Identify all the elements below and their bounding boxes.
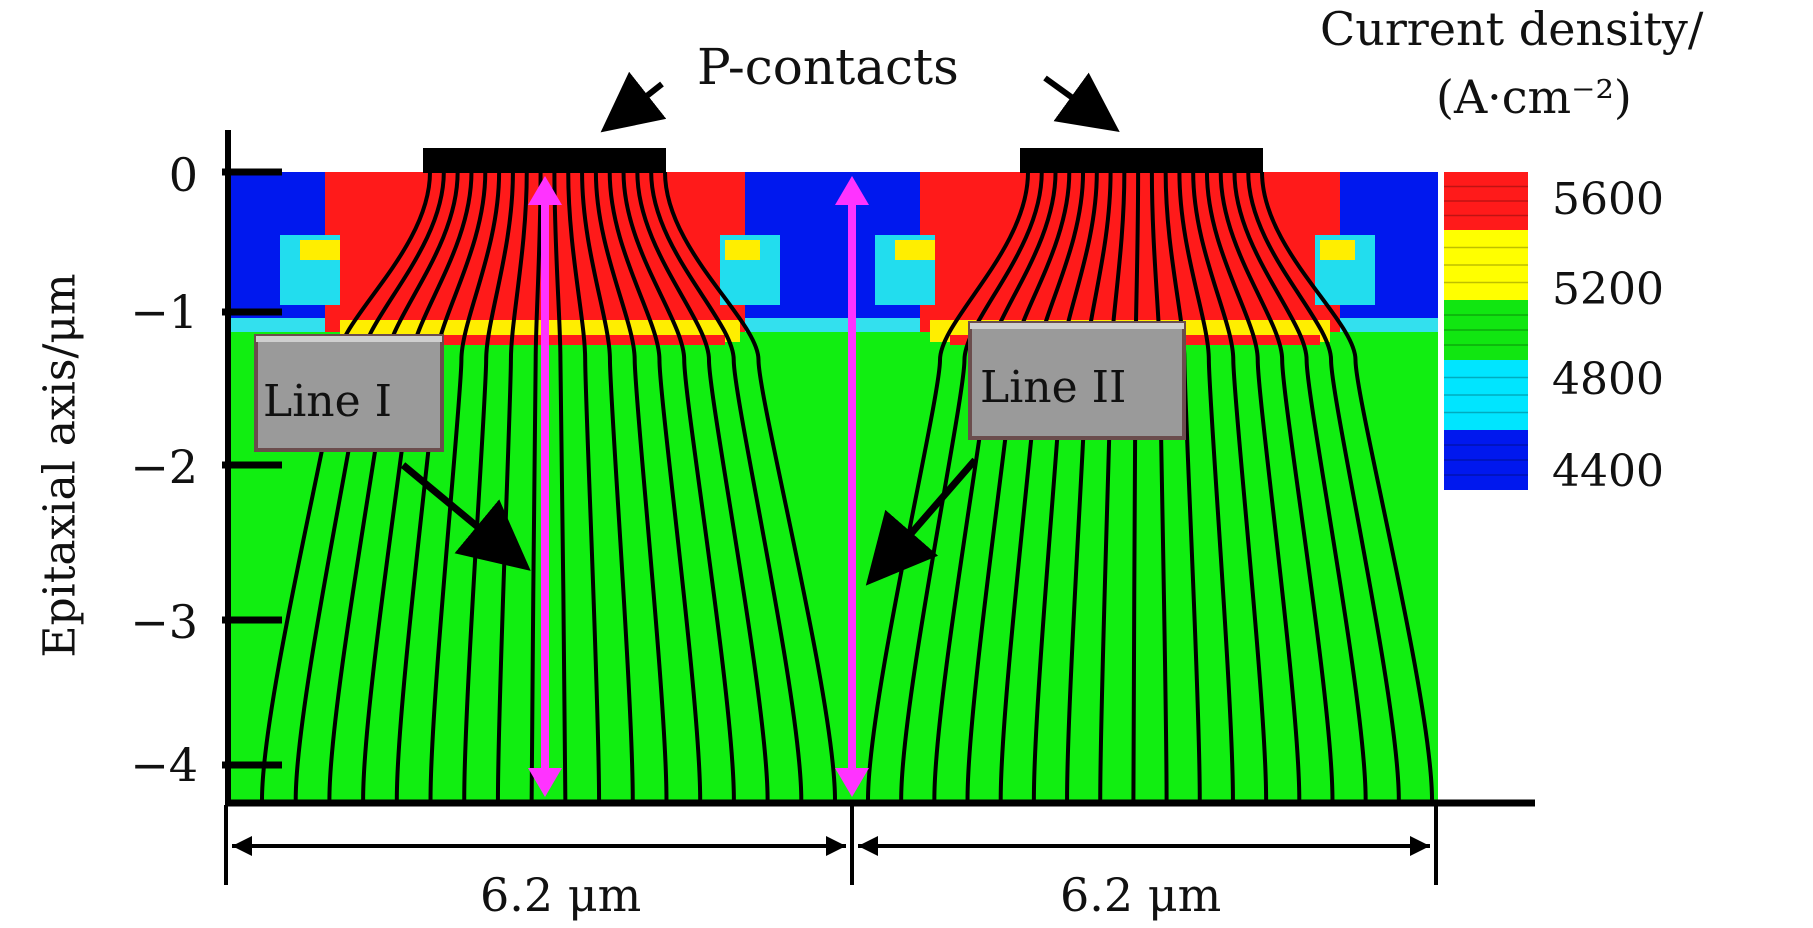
width-label-right: 6.2 μm — [1060, 868, 1222, 922]
p-contact-right — [1020, 148, 1263, 173]
y-tick-1: −1 — [130, 285, 198, 339]
colorbar-title-line1: Current density/ — [1320, 2, 1704, 56]
y-tick-3: −3 — [130, 595, 198, 649]
left-streamline-7 — [495, 172, 529, 801]
colorbar-segment-2 — [1444, 300, 1528, 360]
left-streamline-13 — [607, 172, 703, 801]
left-streamline-15 — [635, 172, 770, 801]
line-i-label-box — [254, 334, 444, 452]
line-ii-label: Line II — [980, 362, 1127, 413]
left-streamline-10 — [566, 172, 602, 801]
colorbar-segment-4 — [1444, 430, 1528, 490]
left-streamline-9 — [552, 172, 568, 801]
left-streamline-14 — [621, 172, 736, 801]
colorbar — [1444, 172, 1528, 490]
right-streamline-12 — [1191, 172, 1269, 801]
colorbar-tick-4800: 4800 — [1552, 354, 1664, 405]
right-streamline-14 — [1218, 172, 1335, 801]
left-streamline-12 — [593, 172, 669, 801]
right-streamline-15 — [1232, 172, 1368, 801]
y-axis-label: Epitaxial axis/μm — [34, 273, 86, 658]
density-map — [228, 172, 1438, 802]
left-streamline-6 — [462, 172, 515, 801]
y-tick-0: 0 — [168, 148, 198, 202]
left-streamline-5 — [428, 172, 502, 801]
contact-arrow-left — [600, 71, 667, 133]
left-streamline-8 — [529, 172, 543, 801]
line-ii-label-box — [968, 321, 1186, 440]
line-i-arrow — [400, 462, 531, 571]
colorbar-segment-1 — [1444, 230, 1528, 300]
left-streamline-17 — [663, 172, 837, 801]
left-streamline-11 — [580, 172, 635, 801]
p-contacts-label: P-contacts — [697, 38, 959, 96]
p-contact-left — [423, 148, 666, 173]
colorbar-tick-5200: 5200 — [1552, 264, 1664, 315]
left-streamline-16 — [649, 172, 804, 801]
width-label-left: 6.2 μm — [480, 868, 642, 922]
y-axis-ticks — [222, 168, 282, 769]
right-streamline-0 — [866, 172, 1030, 801]
colorbar-tick-4400: 4400 — [1552, 446, 1664, 497]
colorbar-segment-0 — [1444, 172, 1528, 230]
y-tick-2: −2 — [130, 440, 198, 494]
right-streamline-16 — [1246, 172, 1401, 801]
width-dimensions — [224, 805, 1438, 885]
line-i-label: Line I — [263, 376, 393, 427]
line-i-marker — [528, 176, 562, 797]
colorbar-segment-3 — [1444, 360, 1528, 430]
colorbar-tick-5600: 5600 — [1552, 174, 1664, 225]
line-ii-arrow — [865, 457, 978, 586]
colorbar-title-line2: (A·cm⁻²) — [1436, 70, 1632, 124]
right-streamline-1 — [899, 172, 1044, 801]
right-streamline-17 — [1260, 172, 1434, 801]
contact-arrow-right — [1043, 72, 1120, 133]
right-streamline-13 — [1204, 172, 1302, 801]
y-tick-4: −4 — [130, 738, 198, 792]
right-streamline-11 — [1177, 172, 1235, 801]
line-ii-marker — [835, 176, 869, 797]
